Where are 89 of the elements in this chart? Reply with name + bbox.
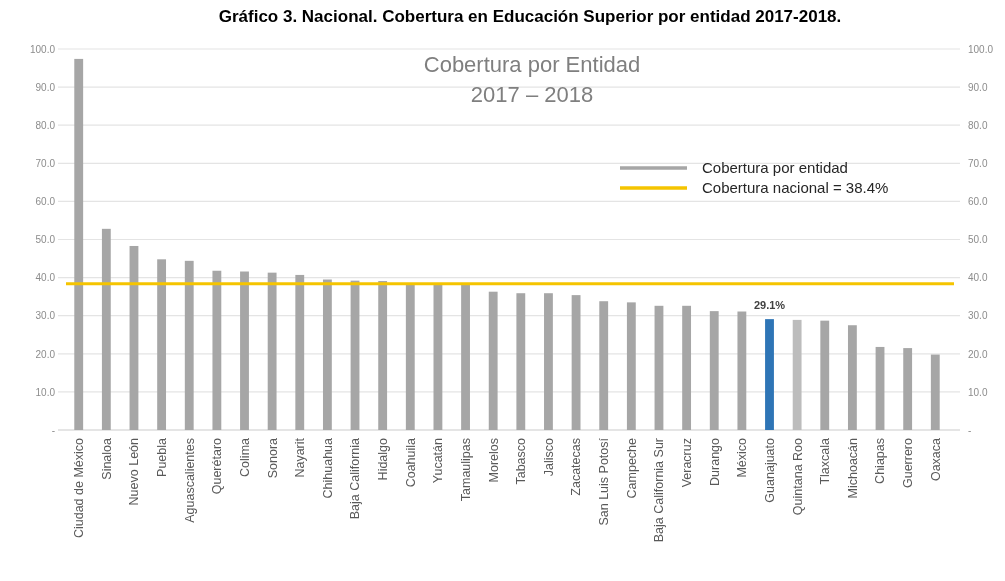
x-tick-label: Yucatán (431, 437, 446, 484)
bar (571, 295, 581, 430)
bar (516, 293, 526, 430)
bar (599, 301, 609, 430)
x-tick-label: Durango (707, 437, 722, 486)
y-tick-label: 20.0 (35, 348, 56, 360)
bar (212, 270, 222, 430)
text: Cobertura por Entidad 2017 – 2018 (423, 52, 641, 107)
x-tick-label: San Luis Potosí (597, 437, 612, 526)
x-tick-label: Chiapas (873, 438, 888, 484)
x-tick-label: Tlaxcala (818, 437, 833, 485)
bar (74, 58, 84, 430)
bar (157, 259, 167, 430)
x-tick-label: Michoacán (845, 437, 860, 499)
bar (405, 284, 415, 430)
x-tick-label: Oaxaca (928, 437, 943, 482)
x-tick-label: Guerrero (901, 437, 916, 489)
bar (765, 319, 774, 430)
x-tick-label: Jalisco (541, 437, 556, 477)
y-tick-label: - (51, 424, 55, 436)
x-tick-label: Baja California (348, 437, 363, 520)
x-tick-label: Aguascalientes (182, 438, 197, 523)
bar (101, 228, 111, 430)
y-tick-label: 80.0 (35, 119, 56, 131)
y2-tick-label: 90.0 (968, 81, 988, 93)
y2-tick-label: 60.0 (968, 196, 988, 208)
y-tick-label: 70.0 (35, 158, 56, 169)
x-tick-label: Hidalgo (376, 437, 391, 481)
y-tick-label: 10.0 (35, 386, 56, 398)
x-tick-label: México (735, 437, 750, 478)
bar (488, 291, 498, 430)
bar (461, 284, 470, 430)
x-tick-label: Tamaulipas (458, 438, 473, 502)
x-tick-label: Ciudad de México (72, 437, 87, 539)
bar (654, 305, 664, 430)
y2-tick-label: 80.0 (968, 119, 988, 131)
x-tick-label: Quintana Roo (790, 437, 805, 516)
legend-label: Cobertura nacional = 38.4% (702, 179, 889, 197)
x-tick-label: Querétaro (210, 437, 225, 495)
y-tick-label: 90.0 (35, 81, 56, 93)
y2-tick-label: 100.0 (968, 43, 994, 55)
bar (295, 274, 305, 430)
y-tick-label: 50.0 (35, 234, 56, 246)
bar (792, 319, 802, 430)
x-tick-label: Nayarit (293, 437, 308, 478)
bar (875, 346, 885, 430)
bar (378, 281, 388, 430)
x-tick-label: Guanajuato (762, 437, 777, 503)
x-tick-label: Morelos (486, 438, 501, 483)
bar (322, 279, 332, 430)
bar (737, 311, 747, 430)
bar (682, 305, 692, 430)
bar (930, 354, 940, 430)
y2-tick-label: 30.0 (968, 310, 988, 322)
bar (267, 272, 277, 430)
bar (903, 348, 913, 430)
chart-title: Gráfico 3. Nacional. Cobertura en Educación Superior por entidad 2017-2018. (218, 7, 842, 26)
y-tick-label: 100.0 (29, 43, 56, 55)
x-tick-label: Tabasco (514, 437, 529, 485)
legend-label: Cobertura por entidad (702, 159, 848, 177)
y2-tick-label: 20.0 (968, 348, 988, 360)
y-tick-label: 60.0 (35, 196, 56, 208)
bar (544, 293, 553, 430)
x-tick-label: Zacatecas (569, 438, 584, 496)
x-tick-label: Colima (237, 437, 252, 477)
x-tick-label: Nuevo León (127, 437, 142, 506)
x-tick-label: Chihuahua (320, 437, 335, 499)
x-tick-label: Campeche (624, 437, 639, 499)
x-tick-label: Puebla (154, 437, 169, 477)
bar (626, 302, 636, 430)
data-label: 29.1% (753, 299, 786, 312)
x-tick-label: Sonora (265, 437, 280, 479)
y2-tick-label: 70.0 (968, 158, 988, 169)
bar (820, 320, 830, 430)
y2-tick-label: 40.0 (968, 272, 988, 284)
bar (240, 271, 249, 430)
y-tick-label: 30.0 (35, 310, 56, 322)
bar (847, 325, 857, 430)
y2-tick-label: - (968, 424, 972, 436)
x-tick-label: Veracruz (679, 438, 694, 488)
bar (433, 284, 443, 430)
y-tick-label: 40.0 (35, 272, 56, 284)
x-tick-label: Sinaloa (99, 437, 114, 480)
y2-tick-label: 10.0 (968, 386, 988, 398)
bar (184, 260, 194, 430)
bar (709, 311, 719, 430)
x-tick-label: Coahuila (403, 437, 418, 488)
x-tick-label: Baja California Sur (652, 438, 667, 543)
y2-tick-label: 50.0 (968, 234, 988, 246)
